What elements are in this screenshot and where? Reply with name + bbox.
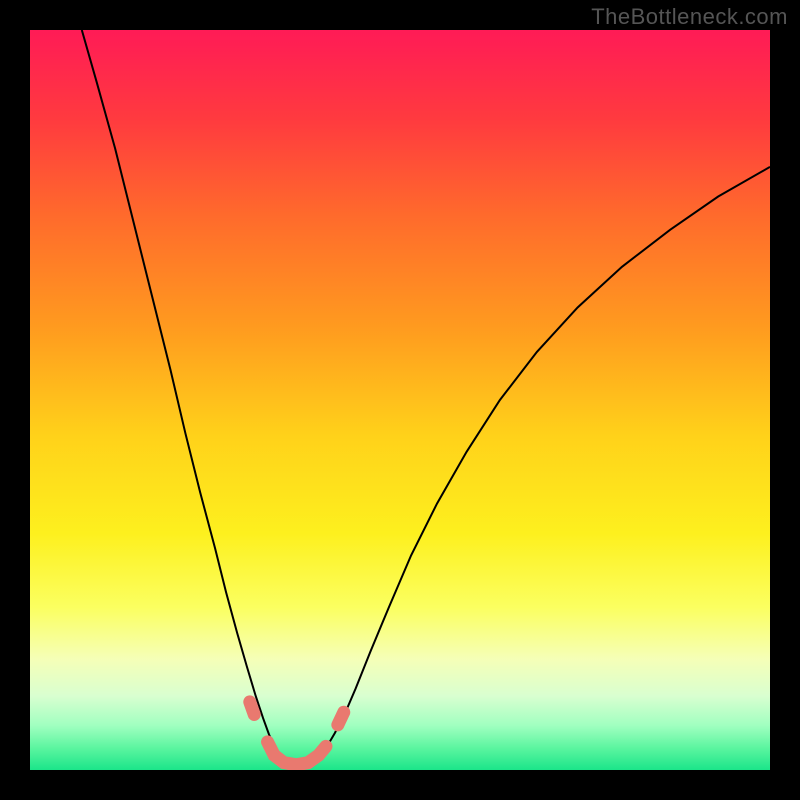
accent-segment bbox=[250, 702, 254, 715]
chart-container: TheBottleneck.com bbox=[0, 0, 800, 800]
accent-curve bbox=[250, 702, 344, 765]
main-curve bbox=[82, 30, 770, 766]
accent-segment bbox=[268, 742, 326, 765]
plot-area bbox=[30, 30, 770, 770]
curve-canvas bbox=[30, 30, 770, 770]
watermark-text: TheBottleneck.com bbox=[591, 4, 788, 30]
accent-segment bbox=[338, 712, 344, 725]
